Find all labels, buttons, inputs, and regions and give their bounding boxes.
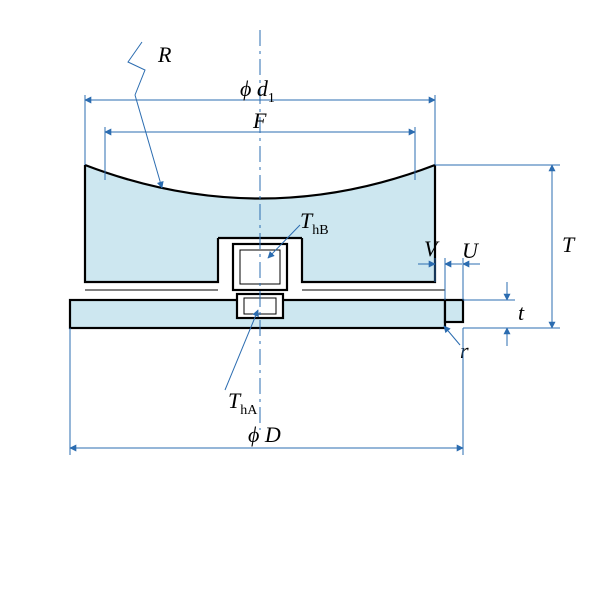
label-U: U [462,238,480,263]
label-V: V [424,236,440,261]
bearing-cross-section-diagram: ϕ d1 F R ThB ThA V U [0,0,600,600]
label-F: F [252,108,267,133]
dim-U: U [445,238,480,300]
label-t: t [518,300,525,325]
callout-r: r [444,326,469,363]
label-R: R [157,42,172,67]
label-D: ϕ D [248,422,281,447]
label-T: T [562,232,576,257]
label-ThA: ThA [228,388,258,418]
dim-D: ϕ D [70,328,463,455]
label-d1: ϕ d1 [240,76,275,106]
dim-t: t [463,282,525,346]
label-r: r [460,338,469,363]
